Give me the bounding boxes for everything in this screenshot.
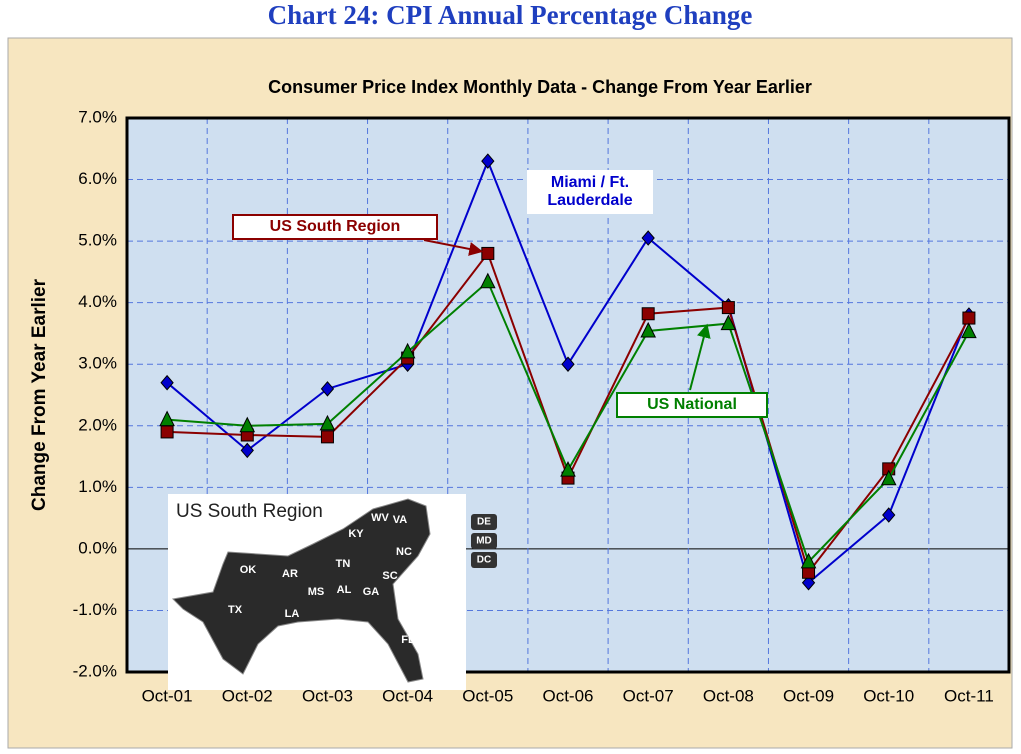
map-title: US South Region xyxy=(176,501,323,522)
page-title: Chart 24: CPI Annual Percentage Change xyxy=(268,0,753,30)
annotation-arrow xyxy=(423,239,484,256)
marker xyxy=(720,314,737,331)
x-tick-label: Oct-09 xyxy=(783,686,834,705)
x-tick-label: Oct-05 xyxy=(462,686,513,705)
marker xyxy=(961,322,977,339)
marker xyxy=(880,469,897,486)
map-shape xyxy=(171,498,431,683)
marker xyxy=(159,410,175,427)
series-annotation: Miami / Ft. Lauderdale xyxy=(527,170,653,214)
marker xyxy=(480,272,496,289)
x-tick-label: Oct-02 xyxy=(222,686,273,705)
marker xyxy=(962,311,976,325)
map-label: DE xyxy=(477,517,491,528)
map-label: NC xyxy=(396,546,412,558)
marker xyxy=(320,381,335,397)
map-label: SC xyxy=(382,570,397,582)
x-tick-label: Oct-08 xyxy=(703,686,754,705)
y-tick-label: -1.0% xyxy=(73,600,117,619)
map-label: VA xyxy=(393,514,408,526)
marker xyxy=(240,442,254,459)
y-tick-label: 1.0% xyxy=(78,477,117,496)
y-tick-label: 0.0% xyxy=(78,538,117,557)
map-label: MD xyxy=(476,536,492,547)
marker xyxy=(641,230,655,246)
marker xyxy=(160,374,174,391)
x-tick-label: Oct-03 xyxy=(302,686,353,705)
x-tick-label: Oct-10 xyxy=(863,686,914,705)
map-label: GA xyxy=(363,586,380,598)
marker xyxy=(160,425,174,439)
y-tick-label: -2.0% xyxy=(73,661,117,680)
map-label: TX xyxy=(228,604,243,616)
plot-border xyxy=(125,116,1011,674)
map-label: AR xyxy=(282,568,298,580)
marker xyxy=(320,430,334,444)
x-tick-label: Oct-06 xyxy=(542,686,593,705)
marker xyxy=(640,321,656,338)
series-annotation: US National xyxy=(616,392,768,418)
y-tick-label: 6.0% xyxy=(78,169,117,188)
map-label: LA xyxy=(285,608,300,620)
y-axis-label: Change From Year Earlier xyxy=(29,278,50,511)
map-tag xyxy=(471,514,497,530)
marker xyxy=(882,507,896,523)
marker xyxy=(560,460,576,477)
marker xyxy=(561,356,575,372)
chart-title: Consumer Price Index Monthly Data - Chan… xyxy=(268,77,812,97)
y-tick-label: 2.0% xyxy=(78,415,117,434)
marker xyxy=(801,574,816,591)
marker xyxy=(721,301,735,315)
marker xyxy=(399,342,416,359)
map-label: FL xyxy=(401,634,415,646)
map-tag xyxy=(471,552,497,568)
y-tick-label: 4.0% xyxy=(78,292,117,311)
marker xyxy=(239,416,256,433)
marker xyxy=(800,552,817,569)
marker xyxy=(319,414,336,431)
y-tick-label: 5.0% xyxy=(78,231,117,250)
map-label: MS xyxy=(308,586,325,598)
x-tick-label: Oct-11 xyxy=(944,686,994,705)
x-tick-label: Oct-04 xyxy=(382,686,433,705)
marker xyxy=(481,153,495,169)
x-tick-label: Oct-01 xyxy=(142,686,193,705)
map-label: DC xyxy=(477,555,491,566)
map-label: WV xyxy=(371,512,389,524)
map-label: TN xyxy=(336,558,351,570)
map-tag xyxy=(471,533,497,549)
annotation-arrow xyxy=(689,323,711,391)
map-label: AL xyxy=(337,584,352,596)
map-label: KY xyxy=(348,528,364,540)
y-tick-label: 7.0% xyxy=(78,107,117,126)
map-label: OK xyxy=(240,564,257,576)
marker xyxy=(481,246,495,260)
y-tick-label: 3.0% xyxy=(78,354,117,373)
series-annotation: US South Region xyxy=(232,214,438,240)
marker xyxy=(641,307,655,321)
x-tick-label: Oct-07 xyxy=(623,686,674,705)
